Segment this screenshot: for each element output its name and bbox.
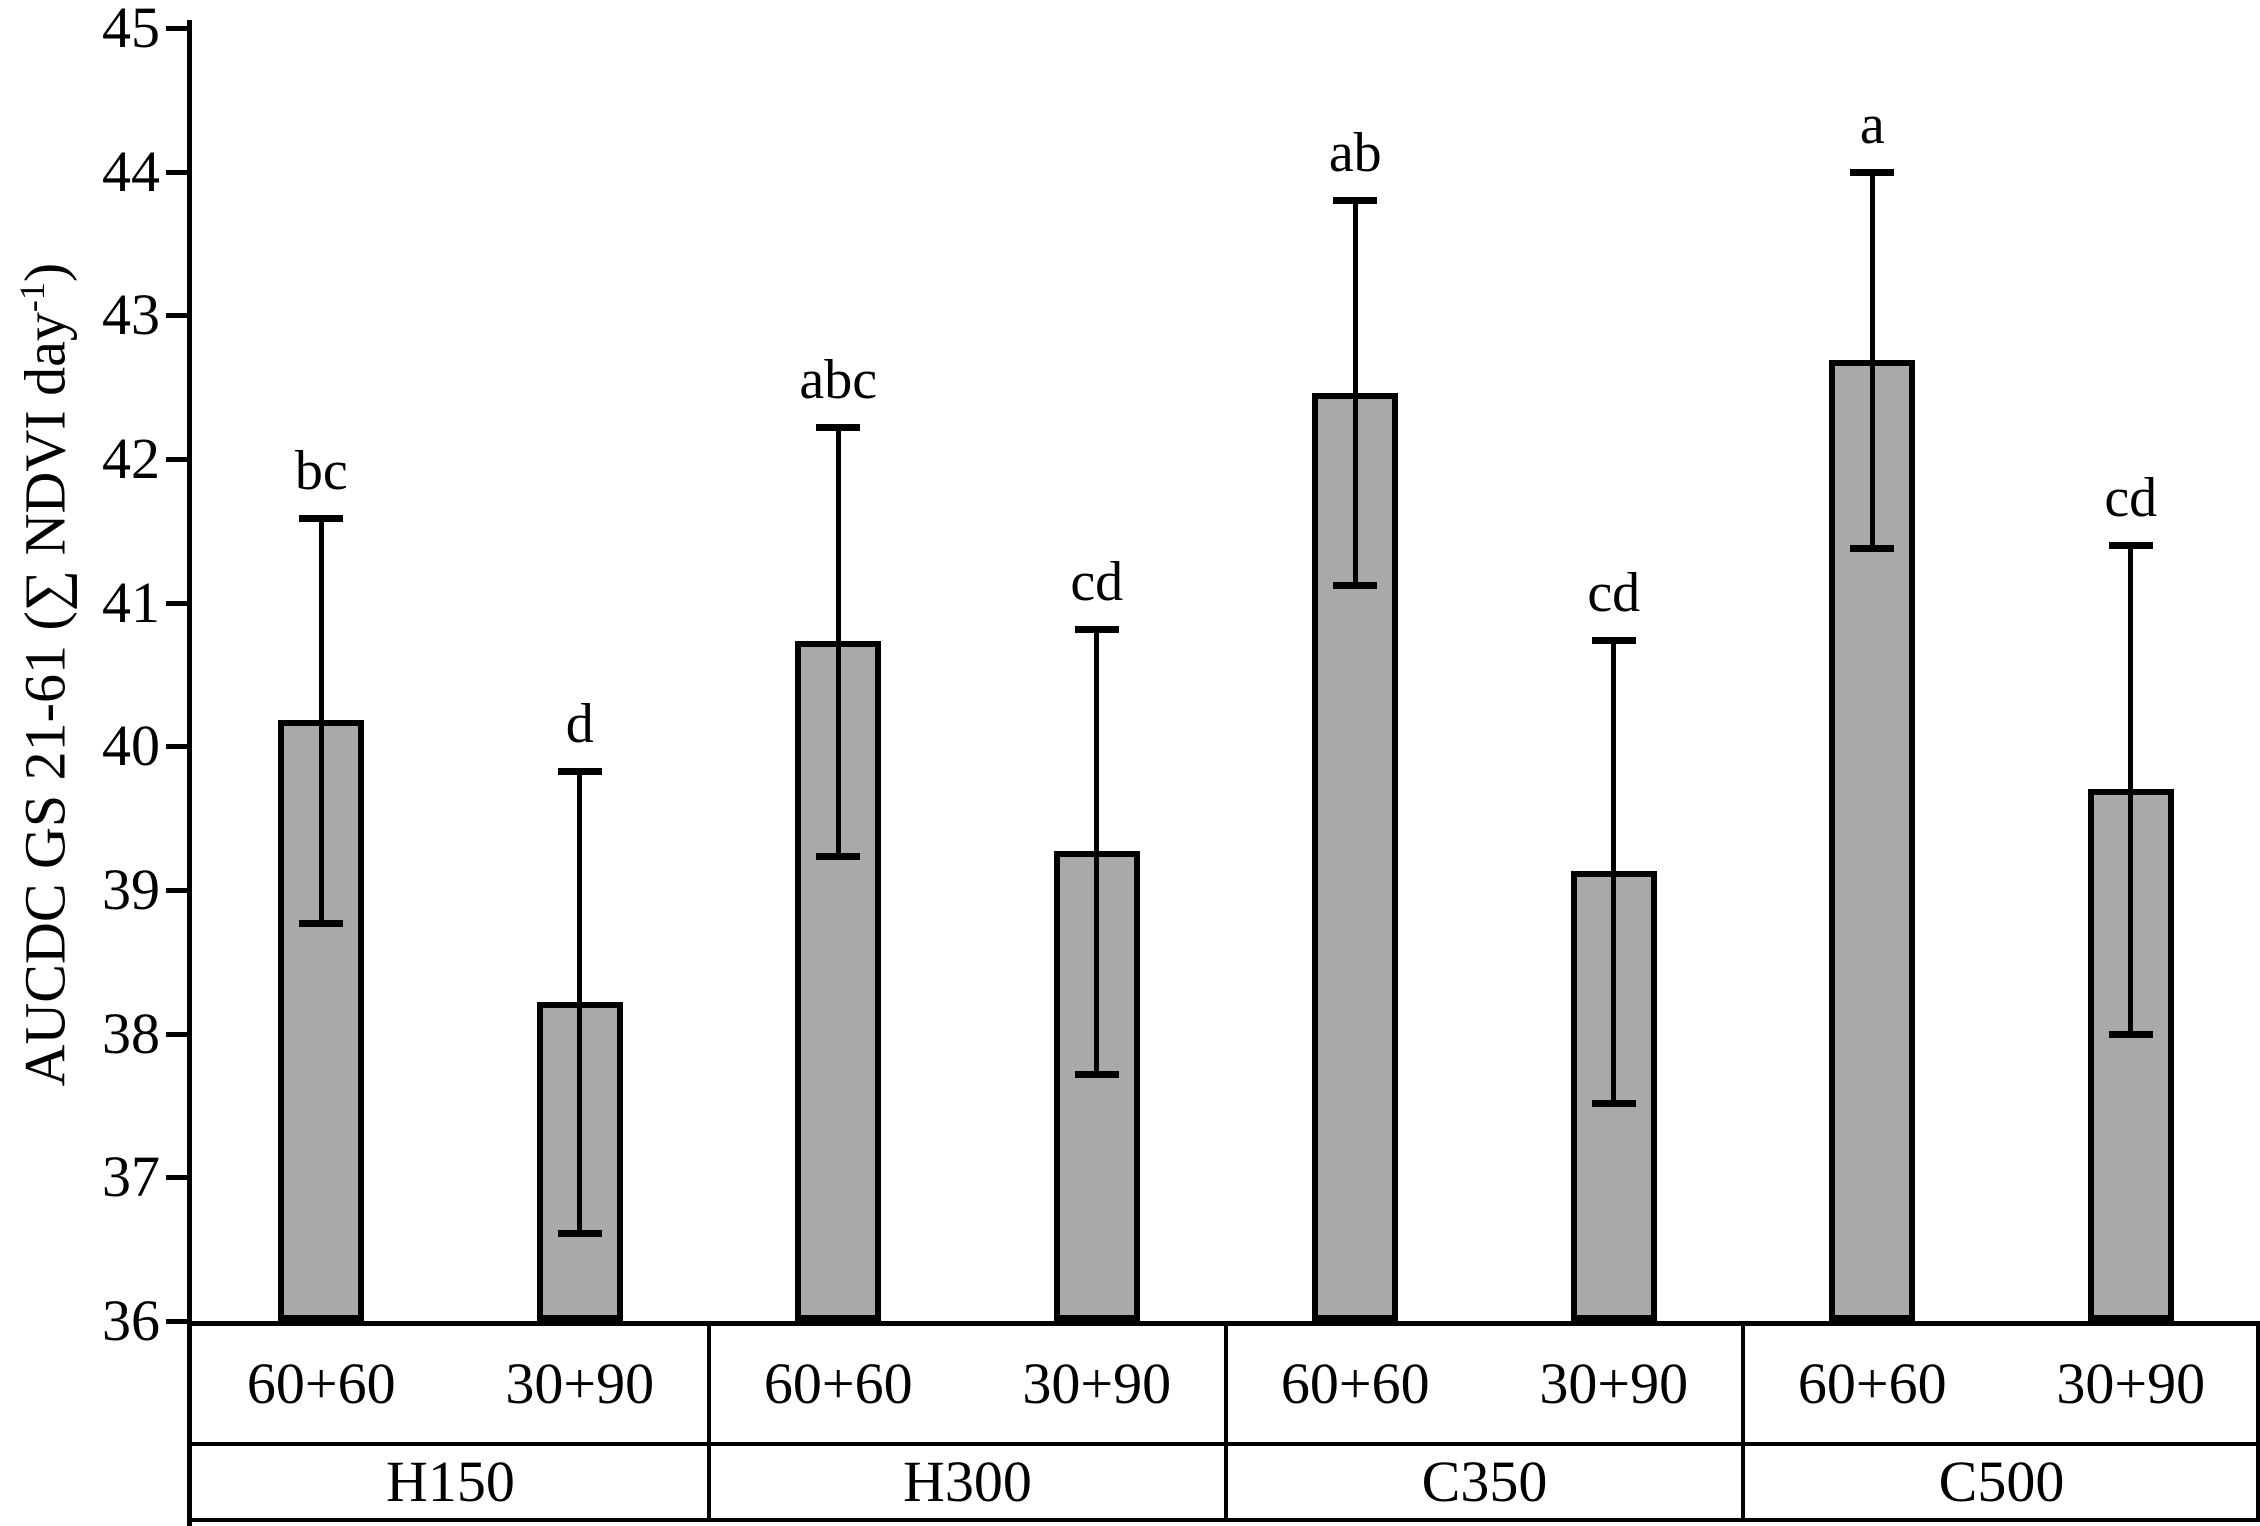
error-bar-cap-bottom <box>2108 1030 2153 1038</box>
error-bar-line <box>1352 200 1358 586</box>
y-tick-mark <box>166 888 187 893</box>
treatment-label: 30+90 <box>1539 1351 1689 1416</box>
y-tick-mark <box>166 600 187 606</box>
y-tick-label: 36 <box>102 1288 160 1353</box>
y-axis-line <box>187 20 192 1526</box>
y-tick-mark <box>166 1031 187 1037</box>
error-bar-cap-bottom <box>1591 1099 1636 1107</box>
y-tick-label: 40 <box>102 713 160 779</box>
y-tick-mark <box>166 744 187 750</box>
y-tick-label: 43 <box>102 282 160 348</box>
error-bar-line <box>1611 640 1617 1103</box>
error-bar-cap-top <box>1591 637 1636 645</box>
error-bar-cap-top <box>1333 197 1378 205</box>
treatment-label: 60+60 <box>1280 1351 1430 1416</box>
error-bar-line <box>835 427 841 856</box>
group-label: C350 <box>1421 1449 1548 1514</box>
error-bar-cap-bottom <box>816 852 861 860</box>
axis-table-bottom-border <box>187 1518 2260 1522</box>
significance-letter: a <box>1859 93 1885 156</box>
bar <box>1312 392 1399 1321</box>
error-bar-line <box>318 517 324 924</box>
error-bar-cap-bottom <box>299 920 344 928</box>
error-bar-cap-bottom <box>1333 582 1378 590</box>
treatment-label: 60+60 <box>1797 1351 1947 1416</box>
significance-letter: cd <box>2104 467 2158 530</box>
group-separator <box>1741 1321 1745 1522</box>
plot-area: bc d abc cd ab cd a cd <box>192 28 2260 1321</box>
error-bar-cap-top <box>299 514 344 522</box>
group-separator <box>707 1321 711 1522</box>
y-tick-mark <box>166 26 187 31</box>
significance-letter: bc <box>294 439 348 502</box>
bar <box>1053 851 1140 1321</box>
error-bar-cap-bottom <box>1850 545 1895 553</box>
error-bar-line <box>577 770 583 1234</box>
error-bar-cap-top <box>816 424 861 432</box>
y-axis-title: AUCDC GS 21-61 (∑ NDVI day-1) <box>0 28 100 1321</box>
y-tick-mark <box>166 457 187 462</box>
significance-letter: d <box>565 692 594 755</box>
treatment-label: 30+90 <box>505 1351 655 1416</box>
significance-letter: ab <box>1328 122 1382 185</box>
error-bar-cap-bottom <box>1074 1070 1119 1078</box>
group-label: C500 <box>1938 1449 2065 1514</box>
axis-table-right-border <box>2256 1321 2260 1522</box>
error-bar-line <box>1869 171 1875 549</box>
significance-letter: cd <box>1587 562 1641 625</box>
group-label: H300 <box>903 1449 1032 1514</box>
treatment-label: 60+60 <box>246 1351 396 1416</box>
x-axis-baseline <box>187 1321 2260 1326</box>
group-separator <box>1224 1321 1228 1522</box>
group-label: H150 <box>386 1449 515 1514</box>
error-bar-cap-bottom <box>557 1230 602 1238</box>
treatment-label: 30+90 <box>2056 1351 2206 1416</box>
error-bar-line <box>2128 545 2134 1034</box>
error-bar-cap-top <box>2108 542 2153 550</box>
y-axis-title-text: AUCDC GS 21-61 (∑ NDVI day-1) <box>11 263 78 1087</box>
y-tick-label: 37 <box>102 1144 160 1210</box>
y-tick-mark <box>166 1319 187 1324</box>
error-bar-line <box>1094 628 1100 1074</box>
y-tick-mark <box>166 1175 187 1181</box>
significance-letter: abc <box>799 349 878 412</box>
significance-letter: cd <box>1070 550 1124 613</box>
error-bar-cap-top <box>557 767 602 775</box>
y-tick-mark <box>166 169 187 175</box>
y-tick-mark <box>166 313 187 319</box>
axis-table-row-divider <box>187 1442 2260 1446</box>
treatment-label: 30+90 <box>1022 1351 1172 1416</box>
y-tick-label: 38 <box>102 1000 160 1066</box>
y-tick-label: 42 <box>102 426 160 491</box>
y-tick-label: 39 <box>102 857 160 922</box>
error-bar-cap-top <box>1074 625 1119 633</box>
y-axis-title-close: ) <box>12 262 78 282</box>
y-tick-label: 41 <box>102 569 160 635</box>
treatment-label: 60+60 <box>763 1351 913 1416</box>
y-tick-label: 45 <box>102 0 160 60</box>
error-bar-cap-top <box>1850 168 1895 176</box>
y-tick-label: 44 <box>102 138 160 204</box>
